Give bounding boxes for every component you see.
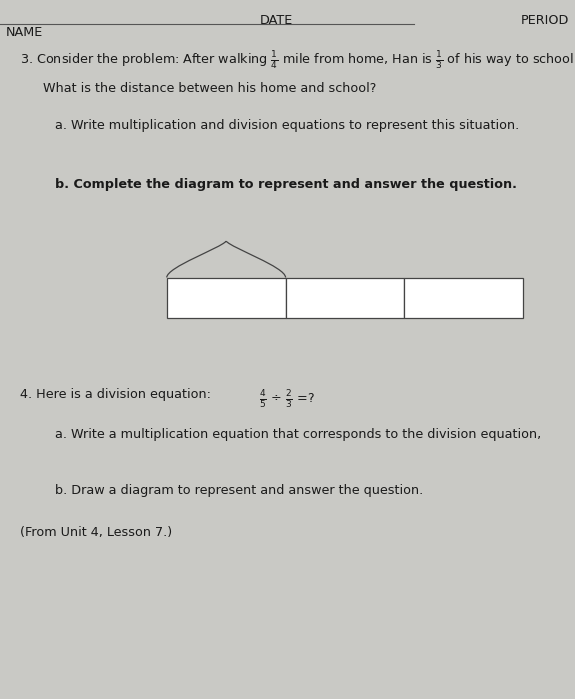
Text: 4. Here is a division equation:: 4. Here is a division equation: <box>20 388 215 401</box>
Bar <box>404 278 523 318</box>
Bar <box>167 278 286 318</box>
Text: b. Draw a diagram to represent and answer the question.: b. Draw a diagram to represent and answe… <box>55 484 423 498</box>
Text: What is the distance between his home and school?: What is the distance between his home an… <box>43 82 377 96</box>
Text: b. Complete the diagram to represent and answer the question.: b. Complete the diagram to represent and… <box>55 178 516 192</box>
Bar <box>286 278 404 318</box>
Text: NAME: NAME <box>6 26 43 39</box>
Text: PERIOD: PERIOD <box>521 14 569 27</box>
Text: a. Write multiplication and division equations to represent this situation.: a. Write multiplication and division equ… <box>55 119 519 132</box>
Text: DATE: DATE <box>259 14 293 27</box>
Text: (From Unit 4, Lesson 7.): (From Unit 4, Lesson 7.) <box>20 526 172 540</box>
Text: 3. Consider the problem: After walking $\frac{1}{4}$ mile from home, Han is $\fr: 3. Consider the problem: After walking $… <box>20 49 575 71</box>
Text: a. Write a multiplication equation that corresponds to the division equation,: a. Write a multiplication equation that … <box>55 428 541 442</box>
Text: $\frac{4}{5}$ ÷ $\frac{2}{3}$ =?: $\frac{4}{5}$ ÷ $\frac{2}{3}$ =? <box>259 388 315 410</box>
